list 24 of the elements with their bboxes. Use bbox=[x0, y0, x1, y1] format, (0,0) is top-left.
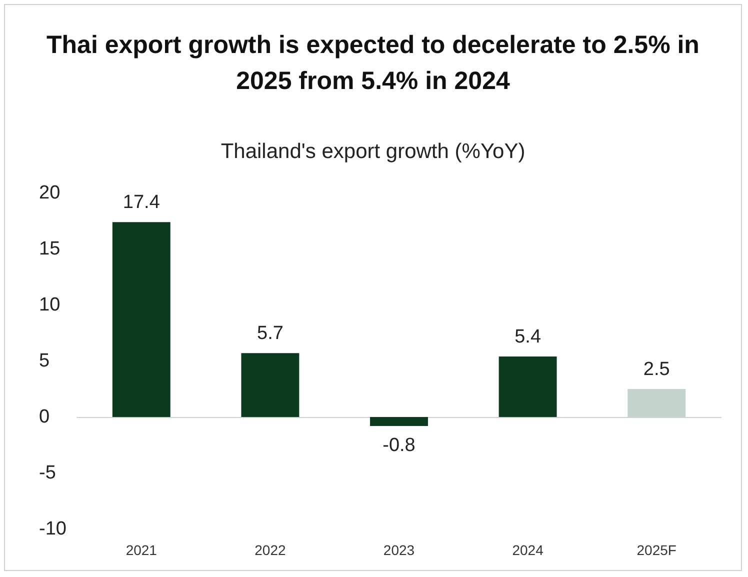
bar bbox=[498, 356, 557, 417]
bar bbox=[628, 389, 686, 417]
x-tick-label: 2022 bbox=[254, 542, 286, 558]
y-tick-label: 20 bbox=[39, 182, 60, 204]
y-tick-label: -10 bbox=[39, 518, 66, 540]
y-tick-label: 5 bbox=[39, 350, 50, 372]
chart-subtitle: Thailand's export growth (%YoY) bbox=[220, 140, 526, 163]
x-tick-label: 2024 bbox=[512, 542, 544, 558]
data-label: 5.4 bbox=[514, 326, 542, 348]
x-tick-label: 2021 bbox=[126, 542, 158, 558]
data-label: 5.7 bbox=[256, 323, 284, 344]
bar bbox=[370, 417, 428, 426]
x-tick-label: 2025F bbox=[636, 542, 676, 558]
y-tick-label: 10 bbox=[39, 294, 60, 316]
y-tick-label: 0 bbox=[39, 406, 50, 428]
chart-title: Thai export growth is expected to decelerate to 2.5% in 2025 from 5.4% in 2024 bbox=[46, 30, 700, 97]
y-tick-label: 15 bbox=[39, 238, 60, 260]
bar bbox=[112, 222, 170, 417]
x-tick-label: 2023 bbox=[383, 542, 415, 558]
y-tick-label: -5 bbox=[39, 462, 56, 484]
data-label: 17.4 bbox=[122, 192, 160, 214]
bar bbox=[241, 353, 300, 417]
data-label: -0.8 bbox=[382, 434, 416, 456]
data-label: 2.5 bbox=[643, 359, 670, 380]
